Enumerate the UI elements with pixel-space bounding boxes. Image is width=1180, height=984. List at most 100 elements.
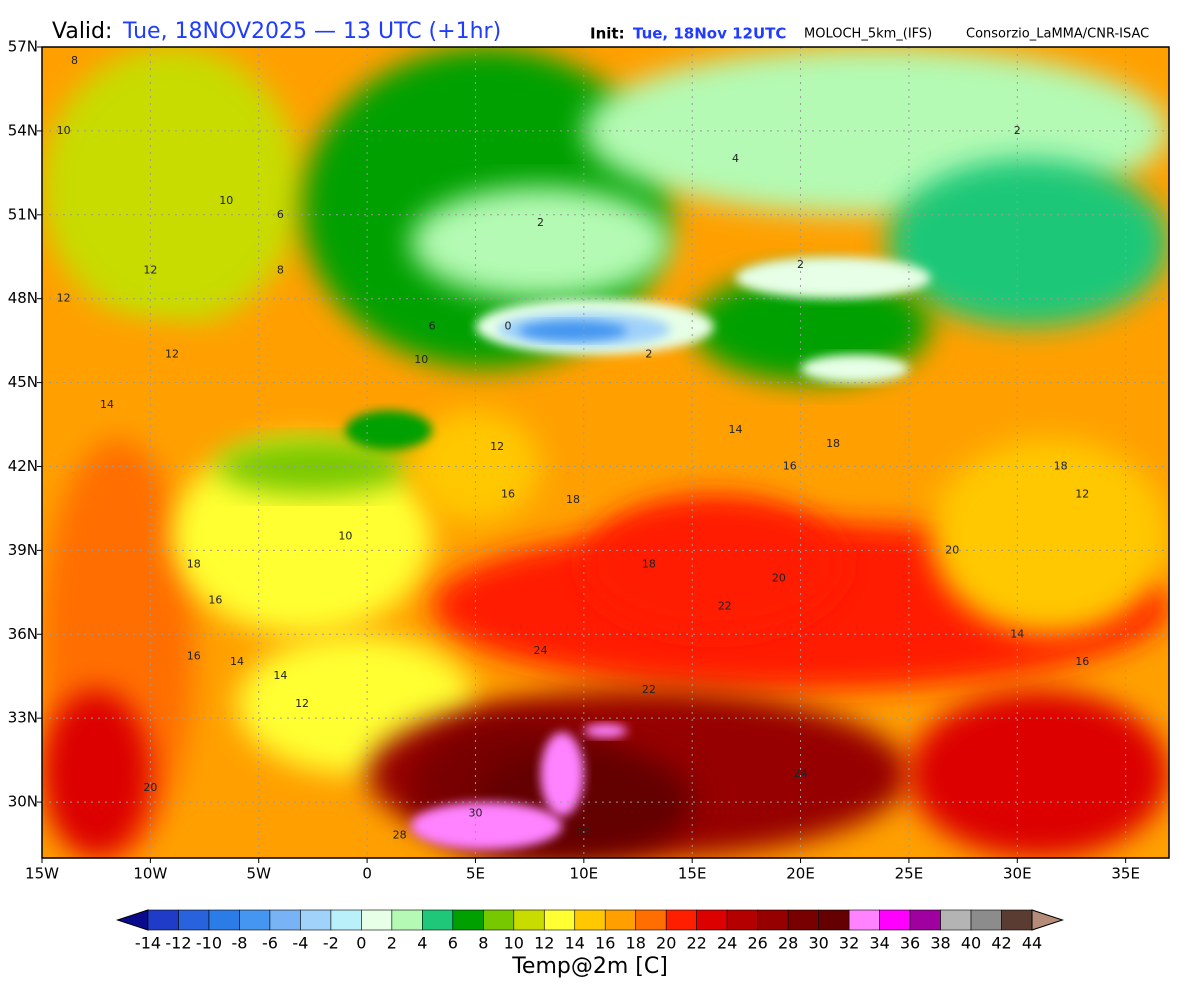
colorbar-tick-label: 24 <box>717 934 737 953</box>
contour-label: 20 <box>945 543 959 556</box>
contour-label: 12 <box>490 440 504 453</box>
y-tick-label: 51N <box>8 205 38 223</box>
contour-label: 14 <box>230 655 244 668</box>
colorbar-box <box>178 909 210 931</box>
contour-label: 6 <box>429 320 436 333</box>
colorbar-tick-label: 2 <box>387 934 397 953</box>
axes: 15W 10W 5W 0 5E 10E 15E 20E 25E 30E 35E 30N 33N 36N 39… <box>8 38 1140 883</box>
contour-label: 16 <box>187 650 201 663</box>
contour-label: 0 <box>504 320 511 333</box>
colorbar-box <box>208 909 240 931</box>
colorbar-box <box>513 909 545 931</box>
contour-label: 2 <box>797 258 804 271</box>
contour-label: 2 <box>1014 124 1021 137</box>
colorbar-tick-label: 4 <box>417 934 427 953</box>
contour-label: 12 <box>1075 487 1089 500</box>
colorbar-box <box>696 909 728 931</box>
temperature-field <box>42 47 1169 858</box>
x-tick-label: 10W <box>133 865 167 883</box>
contour-label: 18 <box>1054 459 1068 472</box>
colorbar-box <box>909 909 941 931</box>
credit: Consorzio_LaMMA/CNR-ISAC <box>966 27 1149 42</box>
colorbar-tick-label: -4 <box>292 934 308 953</box>
contour-label: 14 <box>729 423 743 436</box>
contour-label: 8 <box>277 264 284 277</box>
colorbar-box <box>940 909 972 931</box>
colorbar-tick-label: 22 <box>687 934 707 953</box>
contour-label: 28 <box>393 829 407 842</box>
colorbar-box <box>604 909 637 931</box>
field-patch <box>518 321 628 341</box>
contour-label: 6 <box>277 208 284 221</box>
colorbar-box <box>879 909 911 931</box>
colorbar-box <box>574 909 606 931</box>
field-patch <box>410 186 671 299</box>
contour-label: 10 <box>338 529 352 542</box>
colorbar-tick-label: 44 <box>1022 934 1042 953</box>
contour-label: 2 <box>537 216 544 229</box>
contour-label: 12 <box>165 348 179 361</box>
colorbar-tick-label: -12 <box>165 934 191 953</box>
colorbar-box <box>391 909 423 931</box>
colorbar-box <box>543 909 576 931</box>
colorbar-box <box>818 909 850 931</box>
colorbar-box <box>300 909 332 931</box>
y-tick-label: 45N <box>8 373 38 391</box>
contour-label: 20 <box>772 571 786 584</box>
contour-label: 14 <box>100 398 114 411</box>
colorbar-tick-label: 12 <box>534 934 554 953</box>
colorbar-tick-label: 36 <box>900 934 920 953</box>
colorbar-tick-label: 26 <box>747 934 767 953</box>
colorbar-box <box>757 909 789 931</box>
contour-label: 16 <box>501 487 515 500</box>
colorbar-box <box>665 909 697 931</box>
x-tick-label: 30E <box>1003 865 1032 883</box>
colorbar-box <box>848 909 880 931</box>
contour-label: 10 <box>57 124 71 137</box>
colorbar-tick-label: 40 <box>961 934 981 953</box>
x-tick-label: 25E <box>895 865 924 883</box>
colorbar-box <box>787 909 819 931</box>
valid-time: Tue, 18NOV2025 — 13 UTC (+1hr) <box>122 19 501 44</box>
field-patch <box>42 690 151 858</box>
colorbar-tick-label: 10 <box>504 934 524 953</box>
colorbar-tick-label: -14 <box>135 934 161 953</box>
colorbar-tick-label: -10 <box>196 934 222 953</box>
contour-label: 12 <box>295 697 309 710</box>
colorbar-tick-label: 42 <box>991 934 1011 953</box>
map-frame <box>41 46 1170 859</box>
contour-label: 14 <box>1010 627 1024 640</box>
y-tick-label: 54N <box>8 121 38 139</box>
contour-label: 22 <box>718 599 732 612</box>
contour-label: 30 <box>468 806 482 819</box>
contour-label: 8 <box>71 54 78 67</box>
field-patch <box>345 410 433 450</box>
colorbar-box <box>1001 909 1033 931</box>
colorbar-tick-label: 0 <box>356 934 366 953</box>
colorbar-arrow <box>1031 909 1065 931</box>
y-tick-label: 48N <box>8 289 38 307</box>
colorbar-tick-label: 28 <box>778 934 798 953</box>
contour-label: 10 <box>414 353 428 366</box>
y-tick-label: 30N <box>8 793 38 811</box>
contour-label: 12 <box>143 264 157 277</box>
contour-label: 12 <box>57 292 71 305</box>
colorbar-tick-label: 38 <box>930 934 950 953</box>
field-patch <box>583 723 628 738</box>
init-label: Init: <box>590 25 625 43</box>
contour-label: 18 <box>187 557 201 570</box>
colorbar-box <box>361 909 393 931</box>
contour-label: 18 <box>826 437 840 450</box>
colorbar-tick-label: 30 <box>808 934 828 953</box>
x-tick-label: 35E <box>1111 865 1140 883</box>
colorbar-box <box>452 909 484 931</box>
init-time: Tue, 18Nov 12UTC <box>633 25 786 43</box>
contour-label: 2 <box>645 348 652 361</box>
colorbar-box <box>422 909 454 931</box>
colorbar-tick-label: 18 <box>626 934 646 953</box>
colorbar-tick-label: 8 <box>478 934 488 953</box>
colorbar-box <box>635 909 667 931</box>
field-patch <box>42 326 238 439</box>
